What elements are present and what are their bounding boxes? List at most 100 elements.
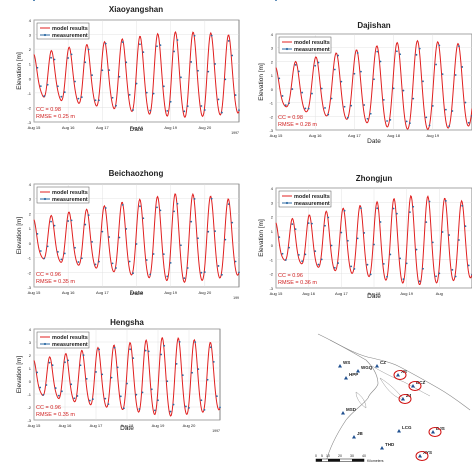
- measurement-point: [461, 66, 464, 68]
- measurement-point: [278, 236, 281, 239]
- measurement-point: [238, 109, 240, 112]
- measurement-point: [304, 107, 307, 110]
- y-tick-label: 1: [271, 73, 274, 78]
- x-tick-label: Aug 15: [28, 423, 41, 428]
- measurement-point: [203, 271, 206, 274]
- legend-model-label: model results: [294, 194, 330, 200]
- station-label-hpp: HPP: [349, 372, 358, 377]
- measurement-point: [139, 205, 141, 208]
- measurement-point: [210, 197, 213, 200]
- measurement-point: [214, 63, 216, 65]
- measurement-point: [132, 272, 134, 275]
- station-marker: [411, 384, 415, 388]
- rmse-value: RMSE = 0.28 m: [278, 122, 317, 128]
- measurement-point: [63, 252, 66, 255]
- measurement-point: [422, 80, 424, 83]
- x-tick-label: Aug 16: [59, 423, 72, 428]
- scale-label: 0: [315, 454, 317, 458]
- chart-panel-2: -3 -2 -1 0 1 2 3 4 Aug 15 Aug 16 Aug 17 Aug 18 Aug 1…: [258, 0, 472, 145]
- measurement-point: [221, 273, 223, 276]
- measurement-point: [350, 104, 353, 107]
- year-label: 1997: [231, 131, 239, 135]
- measurement-point: [73, 397, 76, 400]
- measurement-point: [116, 366, 119, 369]
- scale-bar-segment: [316, 459, 322, 462]
- y-tick-label: 2: [271, 59, 274, 64]
- measurement-point: [39, 250, 42, 252]
- measurement-point: [190, 61, 193, 63]
- measurement-point: [467, 121, 470, 124]
- measurement-point: [311, 222, 313, 225]
- measurement-point: [101, 69, 104, 72]
- x-tick-label: Aug 15: [270, 133, 283, 138]
- measurement-point: [149, 273, 152, 276]
- measurement-point: [154, 409, 156, 412]
- x-axis-label: Date: [367, 138, 381, 145]
- station-label-djs: DJS: [436, 426, 445, 431]
- measurement-point: [435, 63, 437, 66]
- y-tick-label: 2: [29, 47, 32, 52]
- measurement-point: [95, 371, 97, 373]
- measurement-point: [200, 271, 203, 274]
- station-marker: [341, 411, 345, 415]
- measurement-point: [79, 364, 82, 367]
- station-label-thd: THD: [385, 442, 395, 447]
- measurement-point: [135, 82, 138, 85]
- measurement-point: [50, 56, 52, 59]
- x-tick-label: Aug 18: [121, 423, 134, 428]
- y-tick-label: 4: [271, 186, 274, 191]
- measurement-point: [294, 228, 297, 231]
- station-marker: [344, 376, 348, 380]
- measurement-point: [108, 236, 111, 238]
- y-tick-label: 4: [29, 327, 32, 332]
- cc-value: CC = 0.96: [36, 272, 61, 278]
- measurement-point: [132, 357, 135, 360]
- measurement-point: [291, 223, 294, 225]
- measurement-point: [231, 221, 234, 224]
- series-measurement: [275, 0, 472, 283]
- measurement-point: [57, 85, 59, 88]
- station-marker: [397, 429, 401, 433]
- measurement-point: [101, 230, 104, 233]
- measurement-point: [159, 44, 162, 47]
- y-tick-label: -3: [27, 418, 31, 423]
- series-measurement: [33, 0, 240, 280]
- measurement-point: [314, 250, 317, 253]
- measurement-point: [320, 87, 323, 90]
- measurement-point: [183, 277, 186, 280]
- measurement-point: [405, 262, 408, 265]
- measurement-point: [111, 96, 114, 99]
- measurement-point: [379, 221, 382, 223]
- y-tick-label: -3: [269, 128, 273, 133]
- measurement-point: [57, 250, 59, 253]
- measurement-point: [145, 259, 148, 261]
- measurement-point: [458, 239, 460, 241]
- measurement-point: [219, 406, 221, 409]
- measurement-point: [458, 45, 460, 48]
- y-tick-label: -1: [269, 257, 273, 262]
- series-measurement: [33, 0, 240, 114]
- measurement-point: [382, 98, 385, 101]
- y-tick-label: -2: [269, 114, 273, 119]
- y-tick-label: -3: [27, 285, 31, 290]
- y-tick-label: 3: [29, 340, 32, 345]
- measurement-point: [125, 61, 128, 64]
- measurement-point: [141, 391, 144, 394]
- measurement-point: [425, 221, 428, 224]
- measurement-point: [314, 64, 317, 67]
- measurement-point: [176, 202, 179, 205]
- measurement-point: [297, 70, 300, 73]
- measurement-point: [224, 238, 227, 241]
- station-label-xys: XYS: [423, 450, 432, 455]
- measurement-point: [77, 261, 80, 263]
- measurement-point: [98, 348, 100, 351]
- island-outline: [355, 391, 367, 409]
- x-tick-label: Aug 20: [198, 290, 211, 295]
- measurement-point: [118, 75, 121, 78]
- measurement-point: [193, 198, 196, 200]
- measurement-point: [118, 236, 121, 239]
- measurement-point: [212, 360, 215, 363]
- measurement-point: [369, 273, 372, 276]
- measurement-point: [180, 76, 182, 79]
